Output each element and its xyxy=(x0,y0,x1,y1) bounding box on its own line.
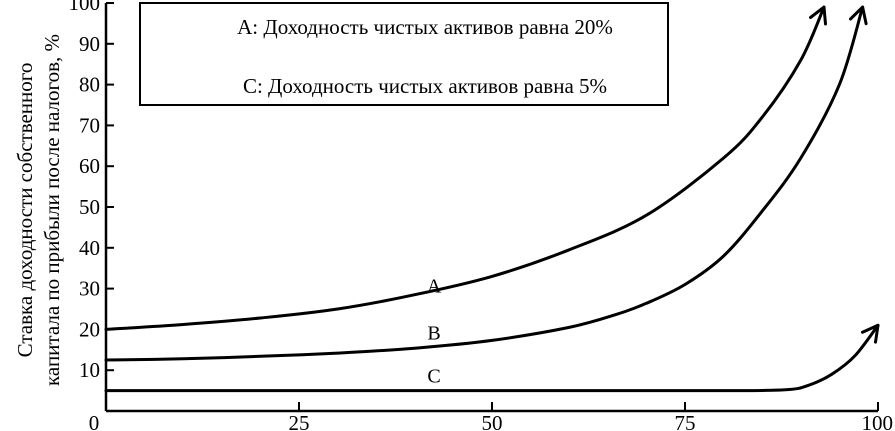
curve-label-a: A xyxy=(427,276,442,298)
y-tick-label: 70 xyxy=(79,113,100,137)
x-axis-ticks: 0 25 50 75 100 xyxy=(89,402,893,431)
legend-entry-a: A: Доходность чистых активов равна 20% xyxy=(237,15,613,39)
legend-box: A: Доходность чистых активов равна 20% C… xyxy=(139,2,669,106)
y-tick-label: 50 xyxy=(79,195,100,219)
x-tick-label: 0 xyxy=(89,411,100,431)
curve-labels: A BC xyxy=(427,276,442,388)
x-tick-label: 100 xyxy=(862,411,894,431)
y-axis-title: Ставка доходности собственного капитала … xyxy=(13,34,64,386)
y-axis-ticks: 10 20 30 40 50 60 70 80 90 100 xyxy=(69,0,114,382)
series-b-line xyxy=(104,5,865,362)
y-axis-title-line-1: Ставка доходности собственного xyxy=(13,63,37,358)
y-tick-label: 100 xyxy=(69,0,101,15)
series-c-line xyxy=(104,323,880,393)
curve-label-c: C xyxy=(427,365,440,387)
x-tick-label: 25 xyxy=(289,411,310,431)
series-c-arrowhead xyxy=(861,323,880,344)
y-tick-label: 30 xyxy=(79,277,100,301)
y-tick-label: 80 xyxy=(79,73,100,97)
series-layer xyxy=(104,5,880,393)
legend-entry-c: C: Доходность чистых активов равна 5% xyxy=(243,74,607,98)
y-tick-label: 60 xyxy=(79,154,100,178)
series-b-arrowhead xyxy=(849,5,868,26)
legend-frame xyxy=(139,2,669,106)
series-a-arrowhead xyxy=(809,5,827,26)
series-a-line xyxy=(104,5,826,331)
x-tick-label: 50 xyxy=(482,411,503,431)
curve-label-b: B xyxy=(427,323,440,345)
x-tick-label: 75 xyxy=(675,411,696,431)
y-tick-label: 90 xyxy=(79,32,100,56)
y-tick-label: 40 xyxy=(79,236,100,260)
y-tick-label: 20 xyxy=(79,317,100,341)
y-tick-label: 10 xyxy=(79,358,100,382)
y-axis-title-line-2: капитала по прибыли после налогов, % xyxy=(40,34,64,386)
